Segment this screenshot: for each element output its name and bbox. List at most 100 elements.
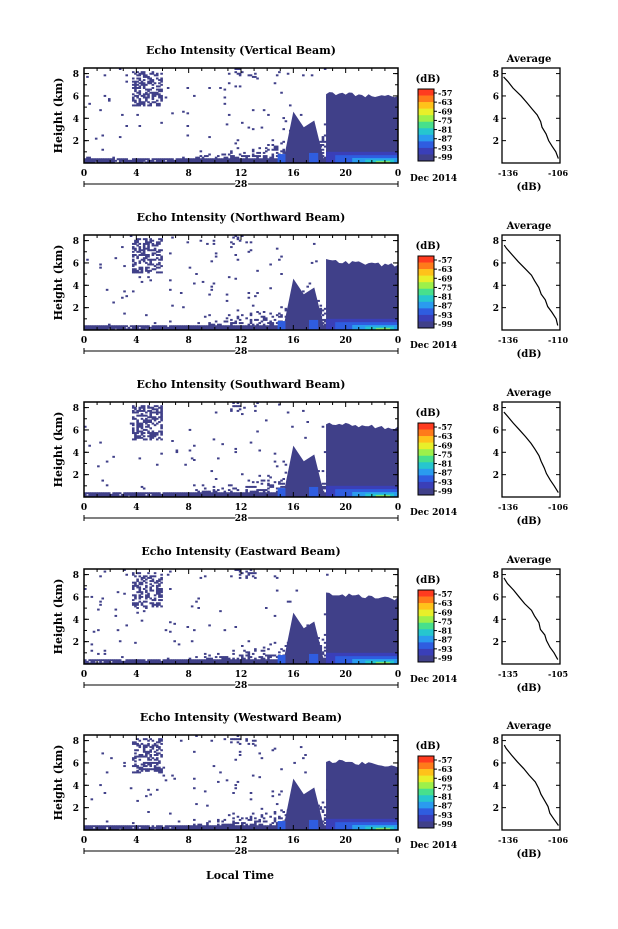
- echo-cell: [131, 411, 135, 414]
- echo-cell: [258, 828, 262, 830]
- echo-cell: [269, 263, 272, 266]
- echo-cell: [112, 158, 115, 161]
- echo-cell: [214, 328, 218, 330]
- echo-cell: [256, 155, 259, 158]
- echo-cell: [319, 311, 323, 313]
- echo-cell: [193, 823, 196, 826]
- echo-cell: [155, 826, 159, 829]
- echo-cell: [271, 158, 275, 161]
- echo-cell: [88, 161, 91, 163]
- echo-cell: [199, 161, 203, 163]
- echo-cell: [208, 490, 211, 493]
- echo-cell: [247, 640, 251, 643]
- echo-cell: [147, 430, 150, 433]
- echo-cell: [214, 156, 218, 159]
- echo-cell: [105, 662, 109, 664]
- echo-cell: [169, 279, 172, 282]
- echo-cell: [195, 600, 198, 603]
- echo-cell: [90, 493, 94, 496]
- echo-cell: [212, 765, 216, 768]
- echo-cell: [164, 325, 168, 328]
- echo-cell: [306, 421, 309, 423]
- echo-cell: [158, 104, 161, 107]
- echo-cell: [134, 90, 137, 93]
- echo-cell: [273, 818, 277, 821]
- echo-cell: [203, 315, 207, 318]
- echo-cell: [238, 662, 242, 664]
- echo-cell: [269, 484, 272, 487]
- echo-cell: [219, 659, 222, 662]
- echo-cell: [160, 239, 163, 242]
- echo-cell: [214, 325, 218, 328]
- echo-cell: [225, 159, 229, 162]
- x-tick-label: 20: [339, 169, 352, 179]
- echo-cell: [234, 158, 238, 161]
- echo-cell: [149, 438, 152, 441]
- echo-cell: [173, 326, 176, 329]
- echo-cell: [123, 290, 126, 293]
- echo-cell: [155, 254, 159, 256]
- echo-cell: [254, 828, 257, 830]
- echo-cell: [219, 492, 222, 495]
- echo-cell: [125, 495, 129, 497]
- echo-cell: [190, 828, 194, 830]
- x-tick-label: 0: [395, 836, 401, 846]
- echo-cell: [118, 159, 122, 162]
- echo-cell: [221, 159, 224, 162]
- echo-cell: [134, 755, 137, 758]
- echo-cell: [149, 433, 152, 436]
- echo-cell: [90, 660, 94, 663]
- echo-cell: [155, 744, 159, 747]
- echo-cell: [145, 242, 148, 245]
- echo-cell: [323, 312, 327, 315]
- echo-cell: [247, 161, 251, 163]
- echo-cell: [177, 328, 181, 330]
- echo-cell: [234, 493, 238, 496]
- echo-cell: [262, 820, 266, 823]
- echo-cell: [149, 583, 152, 586]
- echo-cell: [197, 493, 200, 496]
- echo-cell: [101, 662, 105, 664]
- echo-cell: [142, 408, 146, 411]
- echo-cell: [264, 159, 268, 162]
- x-tick-label: 4: [133, 336, 139, 346]
- echo-cell: [151, 589, 155, 592]
- x-tick-label: 4: [133, 169, 139, 179]
- echo-cell: [221, 659, 224, 662]
- echo-cell: [153, 101, 157, 104]
- echo-cell: [264, 492, 268, 495]
- echo-cell: [125, 74, 129, 77]
- echo-cell: [164, 493, 168, 496]
- echo-cell: [86, 326, 89, 329]
- echo-cell: [138, 436, 142, 439]
- echo-cell: [269, 323, 272, 326]
- echo-cell: [140, 742, 144, 745]
- echo-cell: [234, 405, 238, 408]
- echo-cell: [138, 758, 142, 761]
- echo-cell: [249, 493, 253, 496]
- echo-cell: [84, 328, 87, 330]
- echo-cell: [153, 433, 157, 436]
- echo-cell: [217, 457, 220, 460]
- echo-cell: [160, 265, 163, 268]
- echo-cell: [271, 326, 275, 329]
- echo-cell: [103, 828, 107, 830]
- echo-cell: [319, 645, 323, 647]
- echo-cell: [138, 493, 142, 496]
- echo-cell: [210, 470, 214, 473]
- echo-cell: [123, 592, 126, 595]
- echo-cell: [271, 139, 275, 142]
- echo-cell: [214, 326, 218, 329]
- echo-cell: [282, 482, 286, 485]
- echo-cell: [134, 417, 137, 420]
- echo-cell: [140, 266, 144, 269]
- y-axis-label: Height (km): [52, 245, 65, 321]
- colorbar-swatch: [418, 814, 434, 822]
- echo-cell: [114, 828, 118, 830]
- colorbar-swatch: [418, 308, 434, 316]
- echo-band: [309, 653, 319, 664]
- echo-cell: [273, 492, 277, 495]
- echo-cell: [247, 250, 251, 253]
- echo-cell: [142, 576, 146, 579]
- echo-cell: [241, 822, 244, 825]
